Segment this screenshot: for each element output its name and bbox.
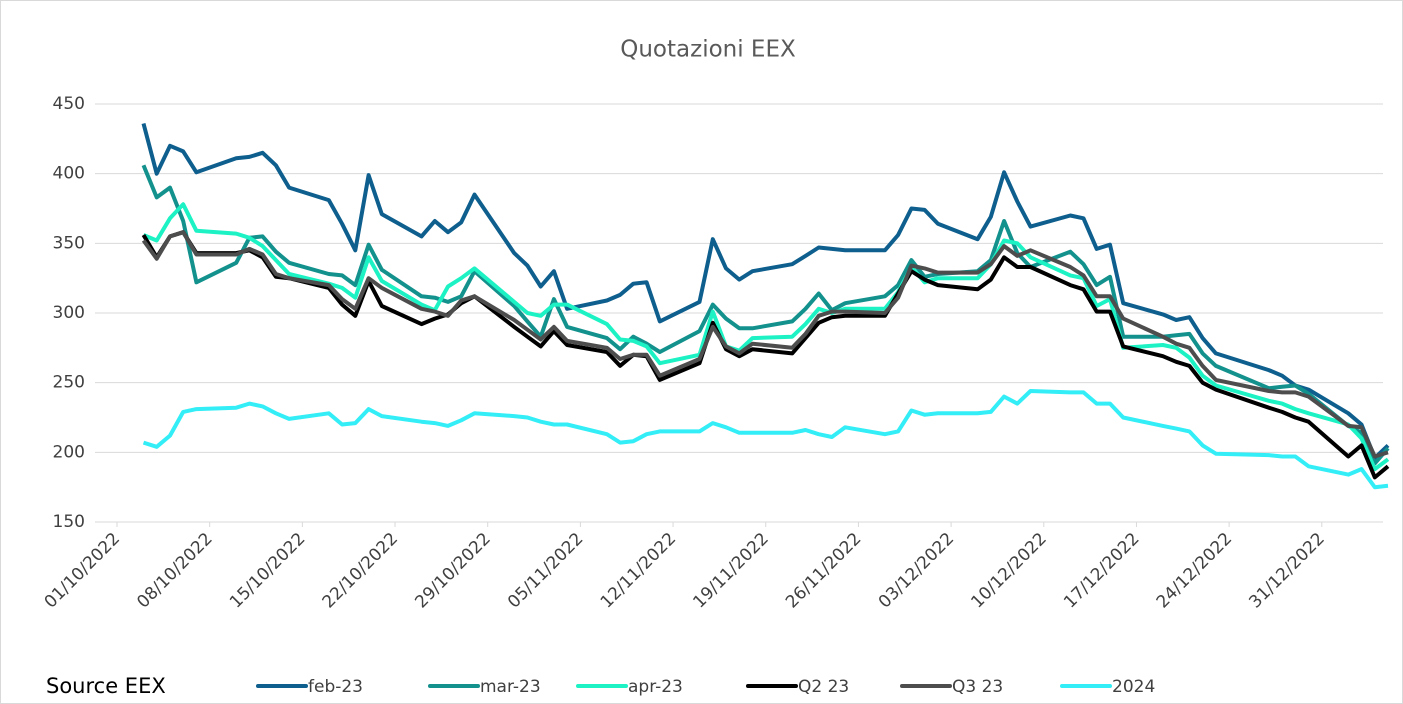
legend-label: Q3 23 — [952, 677, 1003, 697]
legend-label: 2024 — [1112, 677, 1155, 697]
legend-label: feb-23 — [308, 677, 363, 697]
series-line — [141, 230, 1389, 459]
legend-label: apr-23 — [628, 677, 683, 697]
series-line — [141, 164, 1390, 466]
legend-label: mar-23 — [480, 677, 541, 697]
y-tick-label: 350 — [53, 233, 85, 253]
legend-label: Q2 23 — [798, 677, 849, 697]
source-note: Source EEX — [46, 674, 166, 698]
series-line — [142, 389, 1389, 490]
y-tick-label: 400 — [53, 164, 85, 184]
y-tick-label: 200 — [53, 442, 85, 462]
series-line — [141, 230, 1390, 480]
series-line — [141, 122, 1390, 460]
y-tick-label: 150 — [53, 512, 85, 532]
series-line — [142, 202, 1390, 472]
y-tick-label: 300 — [53, 303, 85, 323]
y-tick-label: 450 — [53, 94, 85, 114]
y-tick-label: 250 — [53, 373, 85, 393]
chart-title: Quotazioni EEX — [620, 37, 796, 63]
